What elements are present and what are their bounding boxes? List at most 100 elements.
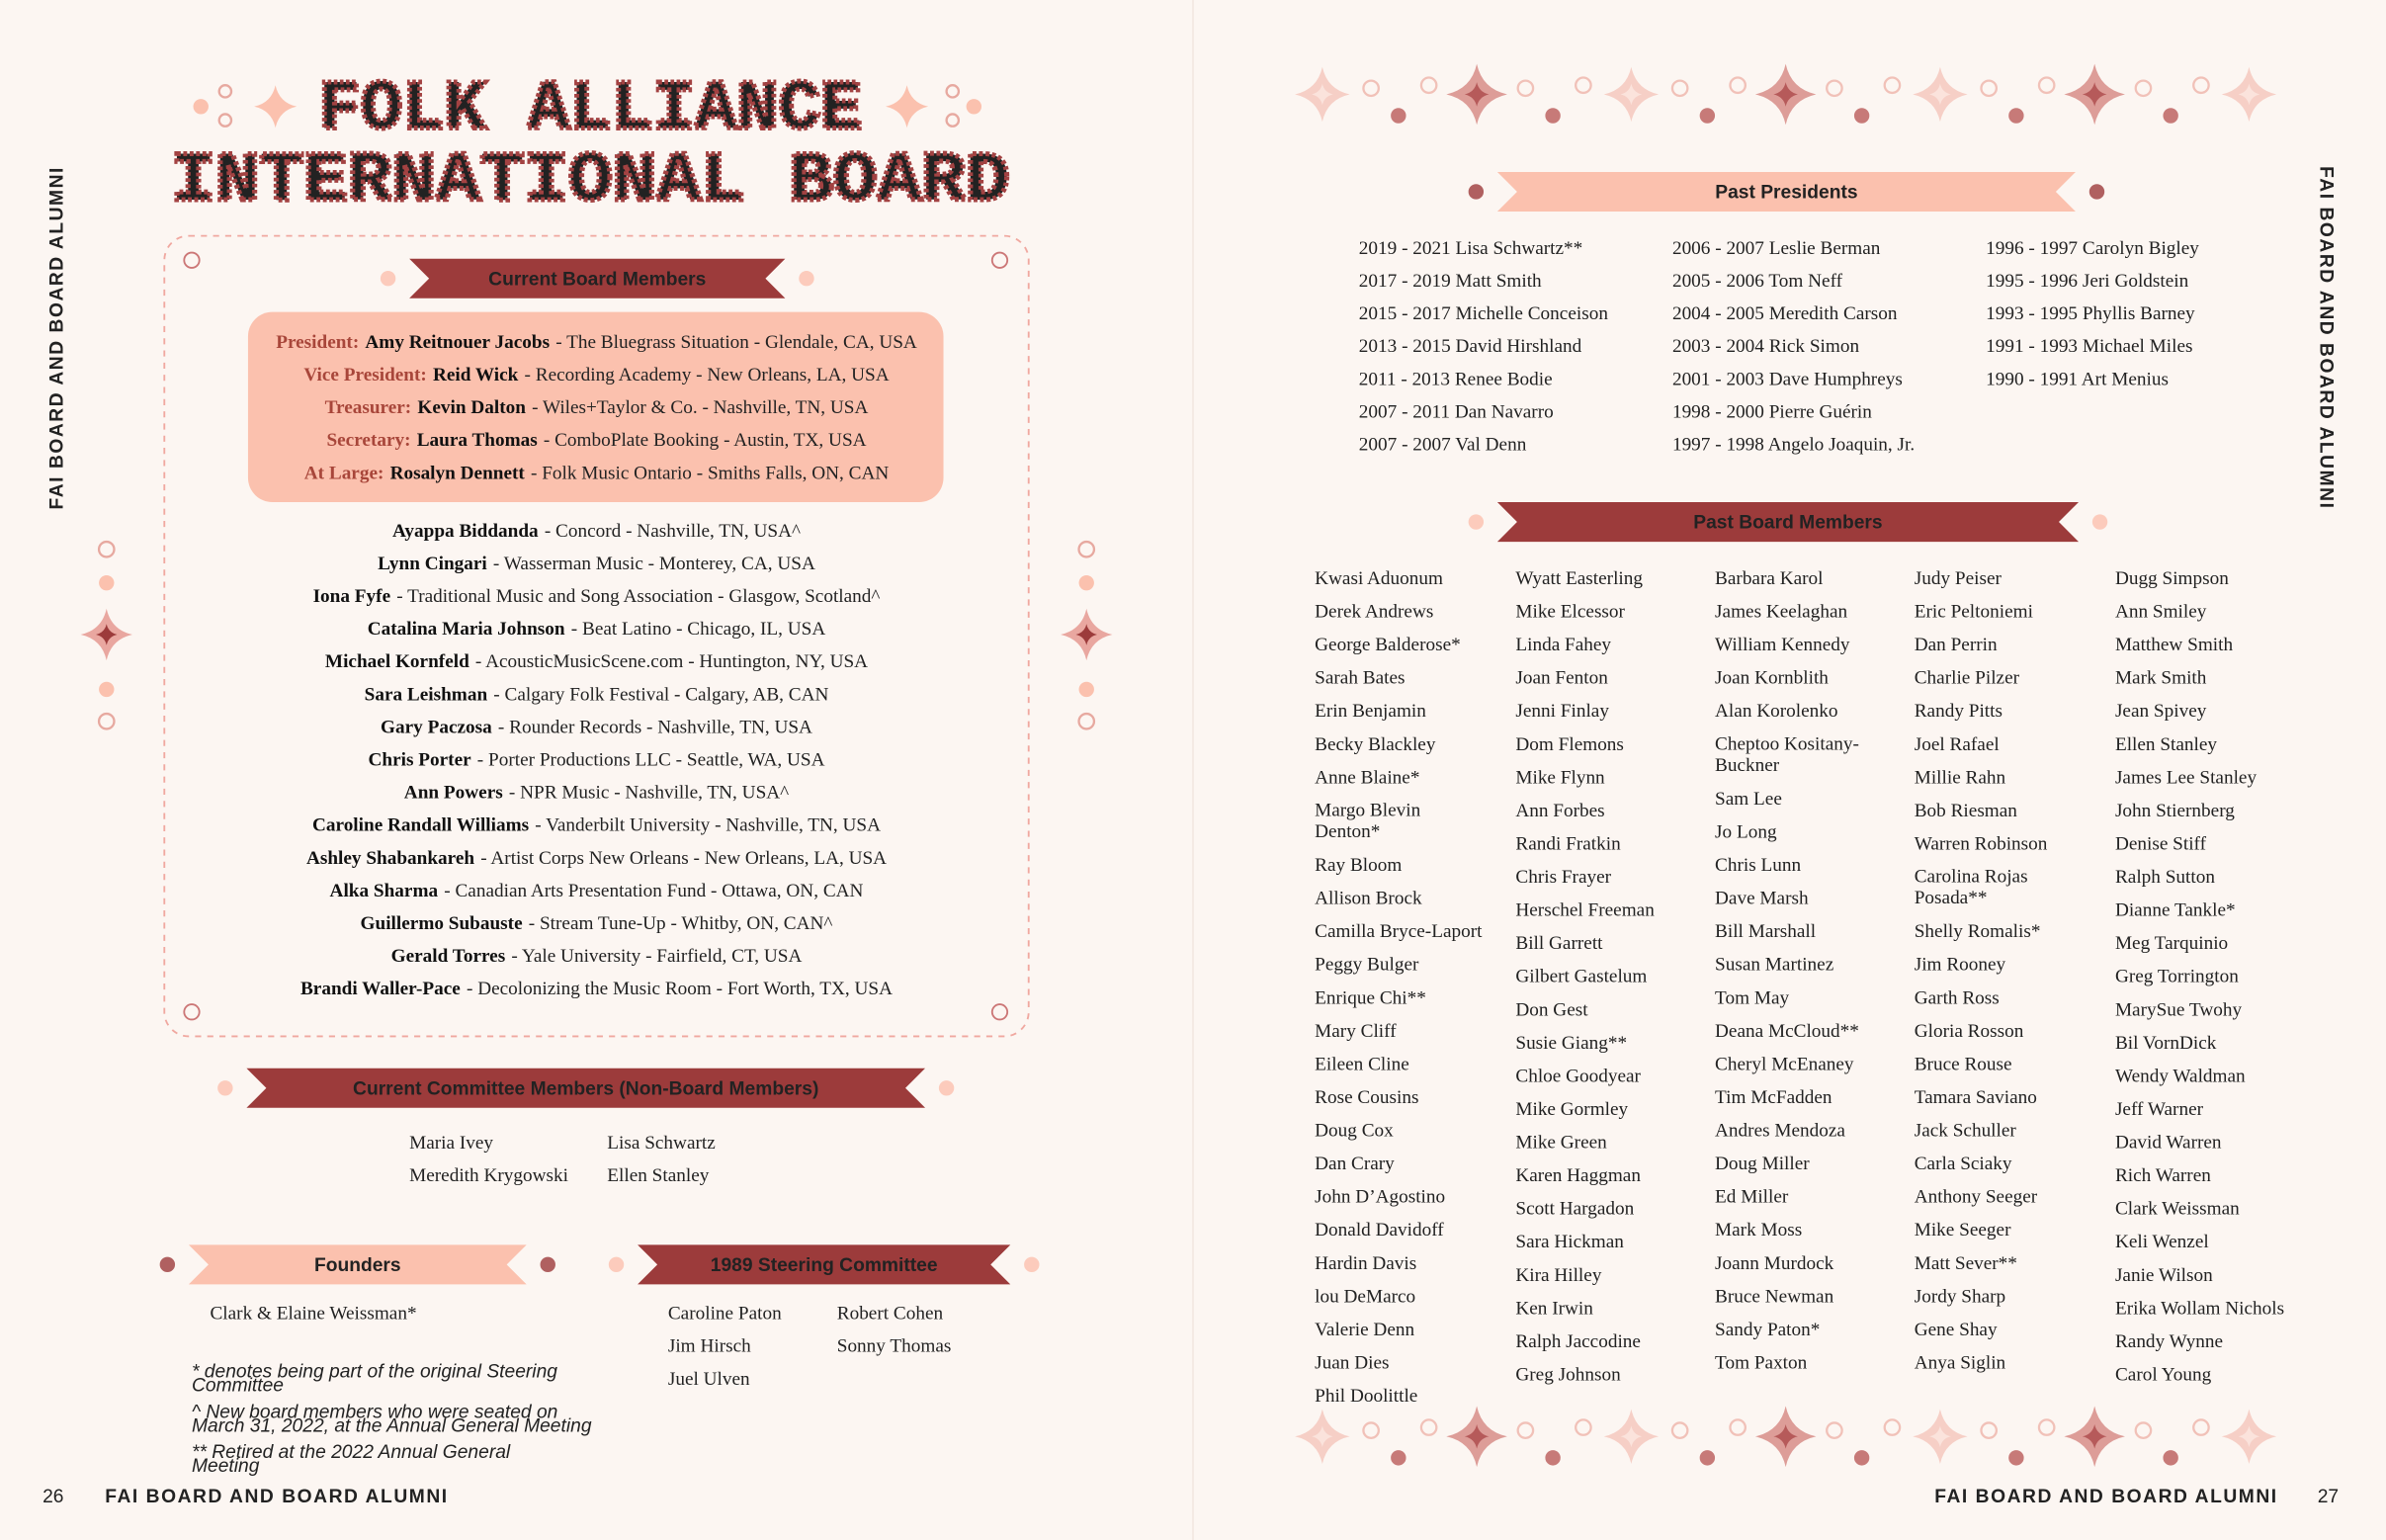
footer-label: FAI BOARD AND BOARD ALUMNI xyxy=(1934,1487,2277,1507)
ornament xyxy=(886,85,929,128)
past-board-member: Mike Green xyxy=(1515,1133,1607,1154)
past-board-member: Ken Irwin xyxy=(1515,1298,1593,1319)
member-name: Gerald Torres xyxy=(391,947,506,968)
banner-ribbon xyxy=(1496,502,2080,543)
past-president: 2003 - 2004 Rick Simon xyxy=(1672,336,1860,357)
past-board-member: Sara Hickman xyxy=(1515,1232,1624,1252)
past-board-member: Ralph Jaccodine xyxy=(1515,1331,1641,1352)
ornament xyxy=(945,84,961,99)
past-board-member: Dave Marsh xyxy=(1715,889,1809,909)
past-board-member: Ann Smiley xyxy=(2115,602,2207,623)
ornament xyxy=(1853,108,1870,124)
past-board-member: Carolina Rojas Posada** xyxy=(1915,867,2028,909)
past-board-member: Deana McCloud** xyxy=(1715,1021,1859,1042)
ornament xyxy=(1729,76,1747,95)
past-board-member: Eric Peltoniemi xyxy=(1915,602,2033,623)
officer-name: Rosalyn Dennett xyxy=(390,464,526,484)
member-detail: - AcousticMusicScene.com - Huntington, N… xyxy=(475,652,868,673)
ornament xyxy=(1729,1418,1747,1436)
officer-detail: - Wiles+Taylor & Co. - Nashville, TN, US… xyxy=(532,398,868,419)
past-board-member: Valerie Denn xyxy=(1315,1320,1414,1340)
past-board-member: Joan Fenton xyxy=(1515,668,1608,689)
past-board-member: Wendy Waldman xyxy=(2115,1066,2246,1086)
committee-name: Meredith Krygowski xyxy=(409,1165,568,1186)
past-board-member: Ray Bloom xyxy=(1315,855,1402,876)
past-president: 2007 - 2007 Val Denn xyxy=(1359,435,1527,456)
past-board-member: Joel Rafael xyxy=(1915,734,2000,755)
officer-line: Treasurer: Kevin Dalton - Wiles+Taylor & C… xyxy=(325,398,869,419)
past-board-member: Kira Hilley xyxy=(1515,1265,1601,1286)
ornament xyxy=(1078,681,1094,698)
officer-role: President: xyxy=(276,332,359,353)
past-board-member: Karen Haggman xyxy=(1515,1165,1641,1186)
ornament xyxy=(2088,184,2105,200)
past-board-member: James Keelaghan xyxy=(1715,602,1847,623)
member-name: Ann Powers xyxy=(404,783,503,804)
past-board-member: Gilbert Gastelum xyxy=(1515,967,1647,987)
text-line: Committee xyxy=(192,1376,284,1397)
member-name: Catalina Maria Johnson xyxy=(368,620,565,641)
past-president: 1996 - 1997 Carolyn Bigley xyxy=(1986,238,2199,259)
past-board-member: Dianne Tankle* xyxy=(2115,900,2236,921)
ornament xyxy=(1773,1423,1798,1449)
ornament xyxy=(608,1256,625,1273)
past-board-member: Barbara Karol xyxy=(1715,568,1823,589)
past-board-member: Jo Long xyxy=(1715,821,1777,842)
member-detail: - Vanderbilt University - Nashville, TN,… xyxy=(535,815,881,836)
text-line: ** Retired at the 2022 Annual General xyxy=(192,1442,511,1463)
past-board-member: Andres Mendoza xyxy=(1715,1121,1845,1142)
member-name: Sara Leishman xyxy=(365,685,488,706)
past-president: 2013 - 2015 David Hirshland xyxy=(1359,336,1582,357)
ornament xyxy=(1826,79,1843,98)
ornament xyxy=(1419,76,1438,95)
past-board-member: Derek Andrews xyxy=(1315,602,1433,623)
side-label: FAI BOARD AND BOARD ALUMNI xyxy=(2315,166,2336,509)
banner-ribbon xyxy=(188,1244,527,1285)
ornament xyxy=(1464,82,1490,107)
ornament xyxy=(1929,83,1951,106)
past-board-member: Dugg Simpson xyxy=(2115,568,2229,589)
past-board-member: William Kennedy xyxy=(1715,635,1850,655)
past-board-member: David Warren xyxy=(2115,1133,2222,1154)
banner-heading: Past Board Members xyxy=(1693,513,1882,534)
text-line: ^ New board members who were seated on xyxy=(192,1403,557,1423)
past-president: 2006 - 2007 Leslie Berman xyxy=(1672,238,1881,259)
member-detail: - Canadian Arts Presentation Fund - Otta… xyxy=(444,881,863,901)
past-board-member: Rich Warren xyxy=(2115,1165,2211,1186)
past-board-member: Jeff Warner xyxy=(2115,1099,2204,1120)
past-board-member: Kwasi Aduonum xyxy=(1315,568,1443,589)
past-board-member: Scott Hargadon xyxy=(1515,1199,1634,1220)
past-board-member: lou DeMarco xyxy=(1315,1286,1415,1307)
past-board-member: Keli Wenzel xyxy=(2115,1232,2209,1252)
member-name: Chris Porter xyxy=(368,750,471,771)
ornament xyxy=(1980,1421,1999,1440)
member-name: Iona Fyfe xyxy=(313,586,391,607)
member-detail: - Rounder Records - Nashville, TN, USA xyxy=(498,718,812,738)
past-board-member: Carol Young xyxy=(2115,1364,2212,1385)
ornament xyxy=(2008,108,2024,124)
ornament xyxy=(217,113,233,128)
ornament xyxy=(1419,1418,1438,1436)
ornament xyxy=(193,99,209,115)
past-board-member: Donald Davidoff xyxy=(1315,1220,1444,1241)
past-president: 2011 - 2013 Renee Bodie xyxy=(1359,369,1553,389)
member-detail: - Calgary Folk Festival - Calgary, AB, C… xyxy=(493,685,828,706)
past-board-member: Doug Cox xyxy=(1315,1121,1394,1142)
past-board-member: Enrique Chi** xyxy=(1315,987,1426,1008)
past-president: 2015 - 2017 Michelle Conceison xyxy=(1359,303,1609,324)
ornament xyxy=(1312,1425,1333,1448)
ornament xyxy=(938,1080,955,1096)
text-line: Carolina Rojas xyxy=(1915,867,2028,888)
past-board-member: Randi Fratkin xyxy=(1515,833,1621,854)
past-board-member: Judy Peiser xyxy=(1915,568,2003,589)
past-board-member: Anya Siglin xyxy=(1915,1352,2006,1373)
member-name: Guillermo Subauste xyxy=(361,913,524,934)
officer-line: At Large: Rosalyn Dennett - Folk Music Ont… xyxy=(304,464,890,484)
ornament xyxy=(1391,108,1406,124)
ornament xyxy=(97,540,116,558)
past-board-member: Jack Schuller xyxy=(1915,1121,2017,1142)
footnote: ^ New board members who were seated on Ma… xyxy=(192,1403,592,1437)
past-board-member: Ralph Sutton xyxy=(2115,867,2215,888)
past-president: 2017 - 2019 Matt Smith xyxy=(1359,271,1542,292)
